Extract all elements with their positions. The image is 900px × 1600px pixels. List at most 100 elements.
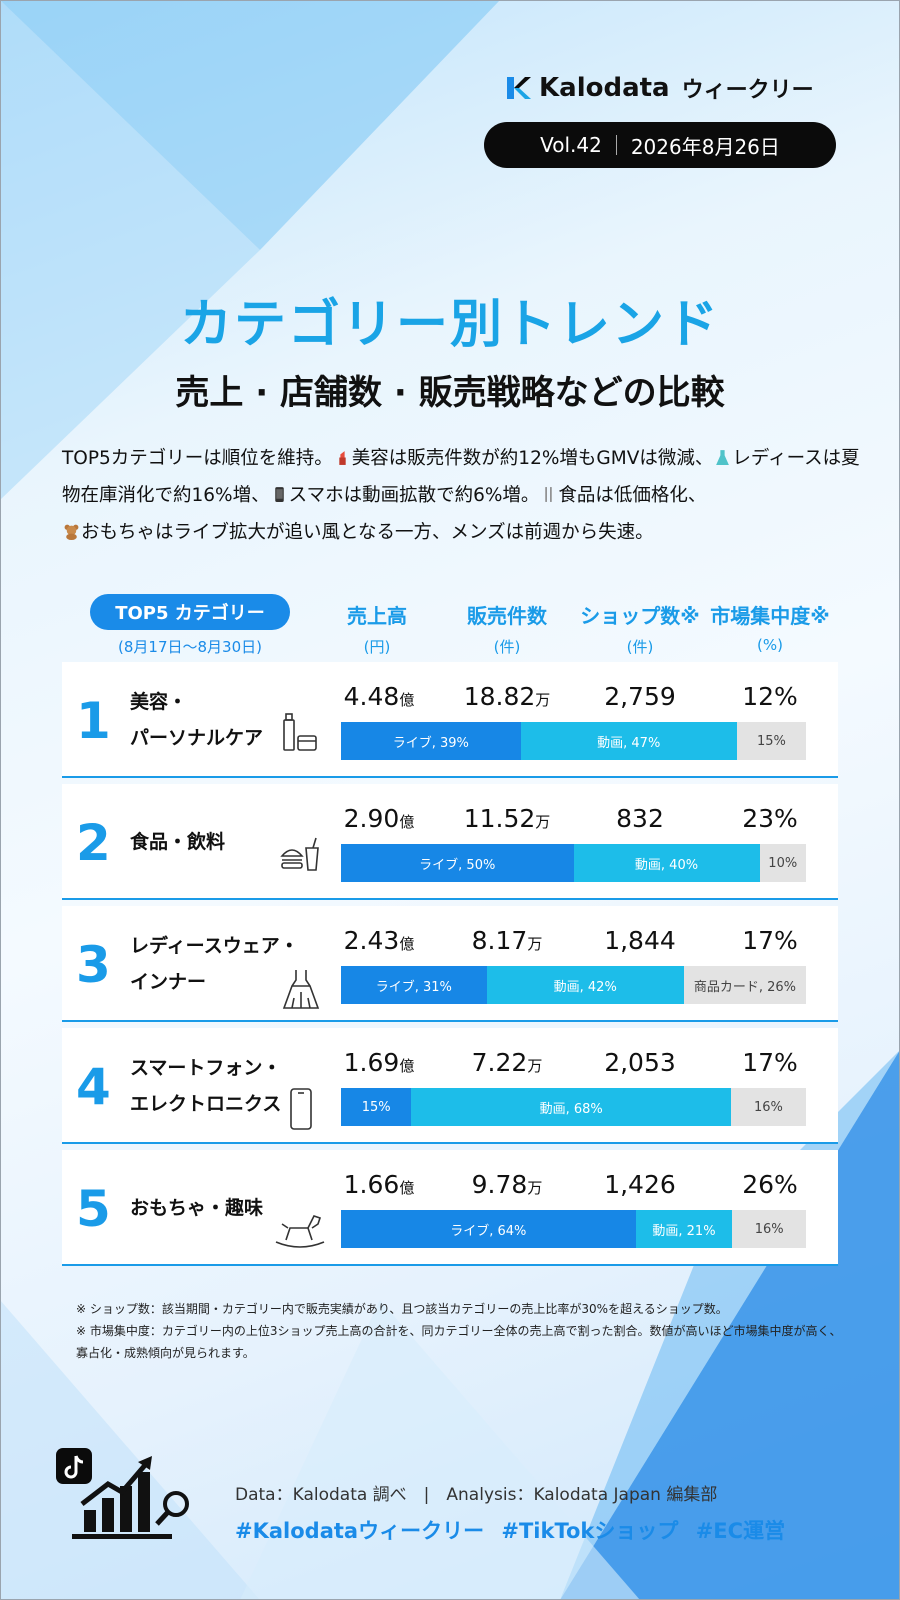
other-share-segment: 16% [732, 1210, 806, 1248]
sales-value: 1.69億 [324, 1048, 434, 1077]
count-unit: 万 [527, 935, 543, 953]
table-row: 3 レディースウェア・ インナー 2.43億 8.17万 1,844 17% ラ… [62, 906, 838, 1022]
hashtags: #Kalodataウィークリー #TikTokショップ #EC運営 [235, 1519, 786, 1543]
footnote-concentration: ※ 市場集中度：カテゴリー内の上位3ショップ売上高の合計を、同カテゴリー全体の売… [76, 1324, 842, 1338]
count-value: 9.78万 [452, 1170, 562, 1199]
count-value: 11.52万 [452, 804, 562, 833]
sales-number: 1.69 [343, 1048, 400, 1077]
brand-subtitle: ウィークリー [681, 78, 814, 103]
category-name: レディースウェア・ インナー [130, 928, 330, 1000]
category-line-1: おもちゃ・趣味 [130, 1197, 264, 1219]
category-name: スマートフォン・ エレクトロニクス [130, 1050, 330, 1122]
count-value: 7.22万 [452, 1048, 562, 1077]
smartphone-icon [274, 487, 284, 502]
footnote-shops: ※ ショップ数：該当期間・カテゴリー内で販売実績があり、且つ該当カテゴリーの売上… [76, 1302, 728, 1316]
dress-icon [716, 450, 730, 465]
live-share-segment: ライブ, 39% [341, 722, 521, 760]
summary-sentence-3: レディースは夏物在庫消化で約16%増、 [62, 448, 860, 506]
count-value: 18.82万 [452, 682, 562, 711]
shops-value: 2,053 [604, 1048, 676, 1077]
summary-sentence-5: 食品は低価格化、 [558, 485, 707, 506]
table-period: (8月17日～8月30日) [118, 638, 262, 656]
sales-unit: 億 [399, 1179, 415, 1197]
concentration-value: 17% [742, 926, 798, 955]
concentration-value: 23% [742, 804, 798, 833]
category-line-2: パーソナルケア [130, 727, 264, 749]
count-number: 8.17 [471, 926, 528, 955]
summary-sentence-6: おもちゃはライブ拡大が追い風となる一方、メンズは前週から失速。 [81, 522, 654, 543]
category-line-2: インナー [130, 971, 207, 993]
sales-unit: 億 [399, 691, 415, 709]
summary-text: TOP5カテゴリーは順位を維持。 美容は販売件数が約12%増もGMVは微減、 レディ… [62, 440, 862, 551]
table-tab-label: TOP5 カテゴリー [90, 594, 290, 630]
other-share-segment: 10% [759, 844, 806, 882]
dress-icon [282, 970, 320, 1009]
volume-number: Vol.42 [540, 133, 602, 157]
live-share-segment: ライブ, 64% [341, 1210, 636, 1248]
video-share-segment: 動画, 42% [486, 966, 684, 1004]
rank-number: 4 [76, 1058, 111, 1116]
footnote-concentration-cont: 寡占化・成熟傾向が見られます。 [76, 1346, 255, 1360]
count-number: 18.82 [463, 682, 536, 711]
rank-number: 5 [76, 1180, 111, 1238]
count-unit: 万 [535, 813, 551, 831]
column-header-shops: ショップ数※ [580, 604, 700, 628]
column-header-sales: 売上高 [347, 604, 407, 628]
rocking-horse-icon [275, 1215, 325, 1248]
sales-value: 2.43億 [324, 926, 434, 955]
other-share-segment: 15% [736, 722, 806, 760]
sales-number: 4.48 [343, 682, 400, 711]
column-unit-concentration: (%) [757, 636, 783, 654]
other-share-segment: 16% [730, 1088, 806, 1126]
count-number: 11.52 [463, 804, 536, 833]
table-row: 4 スマートフォン・ エレクトロニクス 1.69億 7.22万 2,053 17… [62, 1028, 838, 1144]
summary-sentence-4: スマホは動画拡散で約6%増。 [288, 485, 540, 506]
category-line-1: レディースウェア・ [130, 935, 299, 957]
cosmetics-icon [283, 713, 317, 751]
summary-sentence-2: 美容は販売件数が約12%増もGMVは微減、 [351, 448, 714, 469]
sales-number: 2.43 [343, 926, 400, 955]
sales-value: 2.90億 [324, 804, 434, 833]
table-row: 2 食品・飲料 2.90億 11.52万 832 23% ライブ, 50% 動画… [62, 784, 838, 900]
page-subtitle: 売上 · 店舗数 · 販売戦略などの比較 [175, 373, 725, 413]
count-unit: 万 [527, 1179, 543, 1197]
growth-chart-magnifier-icon [56, 1448, 189, 1539]
footnotes: ※ ショップ数：該当期間・カテゴリー内で販売実績があり、且つ該当カテゴリーの売上… [76, 1298, 856, 1364]
channel-share-bar: 15% 動画, 68% 16% [341, 1088, 806, 1126]
rank-number: 2 [76, 814, 111, 872]
count-value: 8.17万 [452, 926, 562, 955]
video-share-segment: 動画, 47% [520, 722, 737, 760]
rank-number: 3 [76, 936, 111, 994]
channel-share-bar: ライブ, 31% 動画, 42% 商品カード, 26% [341, 966, 806, 1004]
video-share-segment: 動画, 21% [635, 1210, 733, 1248]
table-row: 5 おもちゃ・趣味 1.66億 9.78万 1,426 26% ライブ, 64%… [62, 1150, 838, 1266]
sales-number: 1.66 [343, 1170, 400, 1199]
rank-number: 1 [76, 692, 111, 750]
video-share-segment: 動画, 68% [411, 1088, 731, 1126]
column-unit-sales: (円) [363, 638, 391, 656]
category-line-1: 食品・飲料 [130, 831, 226, 853]
shops-value: 1,426 [604, 1170, 676, 1199]
channel-share-bar: ライブ, 39% 動画, 47% 15% [341, 722, 806, 760]
category-name: おもちゃ・趣味 [130, 1190, 330, 1226]
kalodata-logo-icon [507, 77, 531, 99]
concentration-value: 26% [742, 1170, 798, 1199]
column-header-concentration: 市場集中度※ [710, 604, 830, 628]
live-share-segment: ライブ, 50% [341, 844, 574, 882]
data-credit: Data：Kalodata 調べ | Analysis：Kalodata Jap… [235, 1485, 718, 1505]
sales-unit: 億 [399, 813, 415, 831]
live-share-segment: ライブ, 31% [341, 966, 487, 1004]
table-row: 1 美容・ パーソナルケア 4.48億 18.82万 2,759 12% ライブ… [62, 662, 838, 778]
sales-unit: 億 [399, 935, 415, 953]
brand: Kalodata ウィークリー [505, 72, 814, 104]
category-name: 食品・飲料 [130, 824, 330, 860]
category-line-2: エレクトロニクス [130, 1093, 282, 1115]
shops-value: 832 [616, 804, 664, 833]
column-unit-count: (件) [493, 638, 521, 656]
count-number: 7.22 [471, 1048, 528, 1077]
summary-sentence-1: TOP5カテゴリーは順位を維持。 [62, 448, 333, 469]
brand-name: Kalodata [539, 73, 670, 103]
concentration-value: 12% [742, 682, 798, 711]
column-header-count: 販売件数 [467, 604, 547, 628]
shops-value: 2,759 [604, 682, 676, 711]
